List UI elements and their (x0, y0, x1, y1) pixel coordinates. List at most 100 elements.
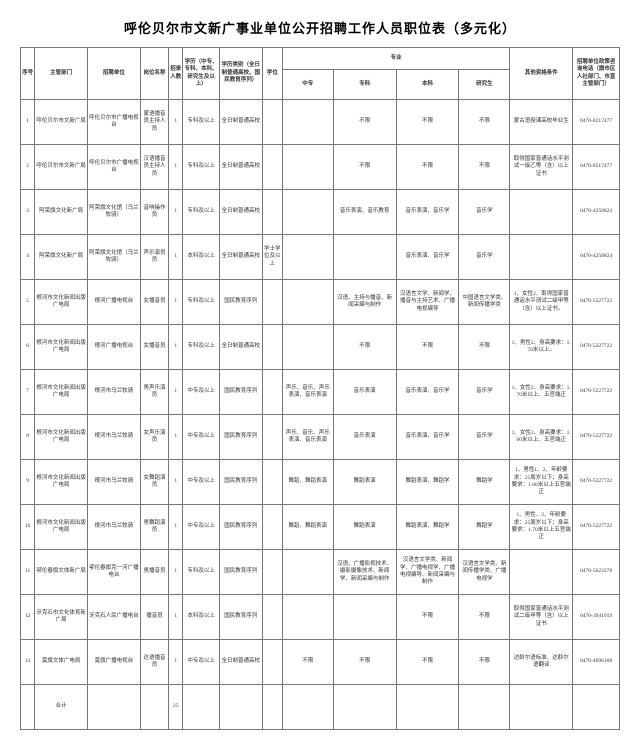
page: 呼伦贝尔市文新广事业单位公开招聘工作人员职位表（多元化） 序号 主管部门 招聘单… (0, 0, 640, 744)
table-cell: 1、男性2、身高要求：1.70米以上。 (510, 325, 573, 370)
table-row: 6根河市文化新闻出版广电局根河广播电视台女播音员1专科及以上全日制普通高校不限不… (21, 325, 620, 370)
table-cell (510, 235, 573, 280)
table-cell: 1、女性2、取得国家普通话水平测试二级甲等（含）以上证书。 (510, 280, 573, 325)
table-cell: 1 (169, 505, 183, 550)
table-cell: 中专及以上 (183, 460, 220, 505)
table-cell: 莫旗广播电视台 (87, 640, 140, 685)
table-cell: 汉语言文学、新闻学、播音与主持艺术、广播电视编导 (396, 280, 459, 325)
table-cell: 牙克石人民广播电台 (87, 595, 140, 640)
table-cell: 阿荣旗文化馆（乌兰牧骑） (87, 190, 140, 235)
table-cell: 国民教育序列 (219, 550, 262, 595)
table-cell: 音乐表演、音乐教育 (333, 190, 396, 235)
table-cell: 舞蹈表演、舞蹈学 (396, 460, 459, 505)
table-cell (262, 100, 282, 145)
table-cell: 莫旗文体广电局 (35, 640, 88, 685)
table-cell: 阿荣旗文化新广局 (35, 190, 88, 235)
table-cell: 汉语播音员主持人员 (140, 145, 168, 190)
table-cell: 汉语、主持与播音、新闻采编与制作 (333, 280, 396, 325)
table-cell: 音乐学 (459, 415, 510, 460)
table-cell: 女播音员 (140, 280, 168, 325)
table-row: 10根河市文化新闻出版广电局根河市乌兰牧骑男舞蹈演员1中专及以上国民教育序列舞蹈… (21, 505, 620, 550)
table-cell (333, 685, 396, 730)
table-cell: 音响操作员 (140, 190, 168, 235)
table-cell: 国民教育序列 (219, 370, 262, 415)
table-cell: 音乐表演、音乐学 (396, 415, 459, 460)
table-cell: 不限 (333, 145, 396, 190)
table-cell: 专科及以上 (183, 190, 220, 235)
table-cell: 1 (169, 235, 183, 280)
table-cell: 学士学位及以上 (262, 235, 282, 280)
table-cell (262, 280, 282, 325)
table-cell: 女舞蹈演员 (140, 460, 168, 505)
table-cell (282, 235, 333, 280)
table-row: 7根河市文化新闻出版广电局根河市乌兰牧骑男声乐演员1中专及以上国民教育序列声乐、… (21, 370, 620, 415)
table-cell: 不限 (459, 640, 510, 685)
th-degree: 学位 (262, 48, 282, 100)
table-cell: 1 (21, 100, 35, 145)
table-cell: 12 (21, 595, 35, 640)
table-cell: 1、女性2、身高要求：1.60米以上、五官端正 (510, 415, 573, 460)
table-cell: 不限 (333, 100, 396, 145)
table-cell: 0470-8217477 (573, 100, 620, 145)
table-cell: 全日制普通高校 (219, 145, 262, 190)
table-cell (459, 685, 510, 730)
table-cell: 1 (169, 550, 183, 595)
table-cell: 中专及以上 (183, 505, 220, 550)
table-row: 11鄂伦春旗文体新广局鄂伦春旗克一河广播电台男播音员1专科及以上国民教育序列汉语… (21, 550, 620, 595)
table-cell (282, 595, 333, 640)
table-cell (510, 685, 573, 730)
table-cell (262, 550, 282, 595)
table-cell: 1、女性2、身高要求：1.70米以上、五官端正 (510, 370, 573, 415)
table-row: 合计25 (21, 685, 620, 730)
table-cell: 舞蹈、舞蹈表演 (282, 505, 333, 550)
table-cell: 国民教育序列 (219, 460, 262, 505)
table-row: 8根河市文化新闻出版广电局根河市乌兰牧骑女声乐演员1中专及以上国民教育序列声乐、… (21, 415, 620, 460)
table-cell: 根河市乌兰牧骑 (87, 460, 140, 505)
table-cell: 音乐学 (459, 235, 510, 280)
table-cell: 不限 (282, 640, 333, 685)
table-cell: 音乐学 (459, 370, 510, 415)
table-cell: 不限 (396, 640, 459, 685)
table-cell: 中专及以上 (183, 415, 220, 460)
table-cell: 阿荣旗文化新广局 (35, 235, 88, 280)
table-cell: 取得国家普通话水平测试二级甲等（含）以上证书 (510, 595, 573, 640)
table-cell: 专科及以上 (183, 325, 220, 370)
table-cell: 国民教育序列 (219, 595, 262, 640)
table-row: 9根河市文化新闻出版广电局根河市乌兰牧骑女舞蹈演员1中专及以上国民教育序列舞蹈、… (21, 460, 620, 505)
table-cell: 牙克石市文化体育新广局 (35, 595, 88, 640)
table-cell (282, 145, 333, 190)
table-row: 4阿荣旗文化新广局阿荣旗文化馆（乌兰牧骑）声乐演员员1本科及以上全日制普通高校学… (21, 235, 620, 280)
table-cell: 1 (169, 460, 183, 505)
table-cell (262, 415, 282, 460)
table-cell (262, 640, 282, 685)
table-cell: 汉语言文学类、新闻学、广播电视学、广播电视编导、新闻采编与制作 (396, 550, 459, 595)
table-cell: 汉语言文学类、新闻传播学类、广播电视学 (459, 550, 510, 595)
table-cell (262, 685, 282, 730)
table-cell: 鄂伦春旗文体新广局 (35, 550, 88, 595)
table-cell: 专科及以上 (183, 280, 220, 325)
table-cell: 蒙古语授课高校毕业生 (510, 100, 573, 145)
table-cell: 0470-5227722 (573, 325, 620, 370)
table-cell: 播音员 (140, 595, 168, 640)
th-org: 招聘单位 (87, 48, 140, 100)
table-cell: 11 (21, 550, 35, 595)
table-cell: 3 (21, 190, 35, 235)
table-cell: 0470-8217477 (573, 145, 620, 190)
table-cell: 达斡尔语标准、达斡尔语翻译 (510, 640, 573, 685)
table-cell: 1 (169, 415, 183, 460)
table-cell (510, 550, 573, 595)
table-cell: 声乐演员员 (140, 235, 168, 280)
table-cell: 全日制普通高校 (219, 325, 262, 370)
table-cell (87, 685, 140, 730)
table-cell (262, 145, 282, 190)
table-cell: 全日制普通高校 (219, 100, 262, 145)
table-cell: 呼伦贝尔市广播电视台 (87, 145, 140, 190)
table-row: 12牙克石市文化体育新广局牙克石人民广播电台播音员1本科及以上国民教育序列不限不… (21, 595, 620, 640)
table-cell: 0470-3941919 (573, 595, 620, 640)
table-cell: 0470-4696168 (573, 640, 620, 685)
table-cell: 阿荣旗文化馆（乌兰牧骑） (87, 235, 140, 280)
table-cell: 不限 (396, 595, 459, 640)
table-cell: 不限 (459, 100, 510, 145)
table-cell (262, 595, 282, 640)
table-cell: 1 (169, 325, 183, 370)
